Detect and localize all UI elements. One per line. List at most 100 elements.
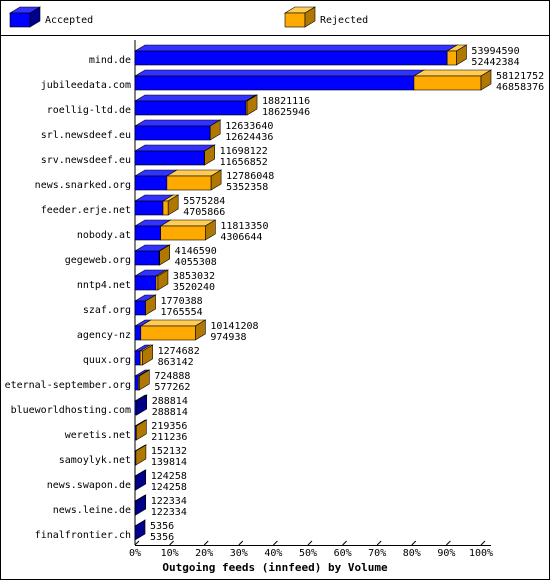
bar-accepted — [134, 125, 211, 141]
legend-label: Rejected — [320, 15, 368, 26]
value-label-accepted: 5352358 — [226, 182, 268, 193]
bar-rejected — [139, 350, 143, 366]
bar-accepted — [134, 275, 157, 291]
bar-accepted — [134, 225, 161, 241]
x-tick — [169, 540, 174, 546]
value-label-offered: 12633640 — [225, 121, 273, 132]
bar-rejected-side — [246, 94, 258, 116]
bar-rejected — [446, 50, 457, 66]
bar-accepted — [134, 200, 164, 216]
bar-accepted-side — [135, 469, 147, 491]
bar-accepted — [134, 75, 415, 91]
bar-rejected — [162, 200, 169, 216]
y-tick-label: blueworldhosting.com — [11, 405, 131, 416]
value-label-accepted: 211236 — [151, 432, 187, 443]
value-label-accepted: 4306644 — [220, 232, 262, 243]
x-tick-label: 30% — [230, 548, 248, 559]
value-label-accepted: 1765554 — [161, 307, 203, 318]
bar-accepted — [134, 325, 142, 341]
bar-rejected-side — [159, 244, 170, 266]
y-tick-label: quux.org — [83, 355, 131, 366]
value-label-offered: 4146590 — [175, 246, 217, 257]
bar-rejected-side — [456, 44, 467, 66]
x-tick — [203, 540, 209, 546]
y-tick-label: srv.newsdeef.eu — [41, 155, 131, 166]
value-label-accepted: 863142 — [158, 357, 194, 368]
value-label-offered: 11813350 — [220, 221, 268, 232]
bar-accepted-top — [133, 44, 459, 52]
value-label-offered: 53994590 — [471, 46, 519, 57]
bar-accepted-side — [134, 519, 146, 541]
value-label-offered: 152132 — [151, 446, 187, 457]
value-label-accepted: 4705866 — [183, 207, 225, 218]
value-label-accepted: 4055308 — [175, 257, 217, 268]
bar-accepted — [134, 350, 141, 366]
bar-accepted — [134, 175, 168, 191]
bar-rejected-side — [167, 194, 179, 216]
y-tick-label: srl.newsdeef.eu — [41, 130, 131, 141]
y-tick-label: gegeweb.org — [65, 255, 131, 266]
value-label-offered: 124258 — [151, 471, 187, 482]
value-label-offered: 5356 — [150, 521, 174, 532]
bar-accepted — [134, 150, 205, 166]
legend-label: Accepted — [45, 15, 93, 26]
y-tick-label: roellig-ltd.de — [47, 105, 131, 116]
bar-rejected-top — [139, 319, 207, 327]
y-tick-label: feeder.erje.net — [41, 205, 131, 216]
bar-rejected — [140, 325, 196, 341]
x-tick — [238, 540, 244, 546]
value-label-accepted: 5356 — [150, 532, 174, 543]
value-label-accepted: 18625946 — [262, 107, 310, 118]
bar-accepted-top — [133, 144, 216, 152]
x-tick-label: 10% — [161, 548, 179, 559]
value-label-offered: 1274682 — [158, 346, 200, 357]
x-tick-label: 0% — [129, 548, 141, 559]
bar-rejected-side — [480, 69, 492, 91]
y-tick-label: news.leine.de — [53, 505, 131, 516]
value-label-offered: 11698122 — [220, 146, 268, 157]
bar-accepted — [134, 375, 139, 391]
bar-rejected-side — [139, 369, 150, 391]
bar-accepted — [134, 100, 247, 116]
legend-swatch-side — [29, 6, 41, 28]
value-label-accepted: 11656852 — [220, 157, 268, 168]
bar-rejected — [166, 175, 212, 191]
x-tick — [376, 540, 382, 546]
value-label-offered: 12786048 — [226, 171, 274, 182]
y-tick-label: news.swapon.de — [47, 480, 131, 491]
bar-accepted-side — [135, 494, 147, 516]
x-tick — [480, 540, 486, 546]
bar-rejected-side — [145, 294, 156, 316]
x-axis-title: Outgoing feeds (innfeed) by Volume — [162, 561, 388, 574]
value-label-offered: 58121752 — [496, 71, 544, 82]
bar-accepted-side — [136, 394, 148, 416]
bar-rejected — [160, 225, 206, 241]
y-tick-label: nobody.at — [77, 230, 131, 241]
value-label-offered: 3853032 — [173, 271, 215, 282]
value-label-accepted: 124258 — [151, 482, 187, 493]
bar-accepted — [134, 300, 146, 316]
value-label-offered: 10141208 — [210, 321, 258, 332]
y-tick-label: news.snarked.org — [35, 180, 131, 191]
value-label-offered: 1770388 — [161, 296, 203, 307]
x-tick — [307, 540, 313, 546]
bar-accepted-top — [133, 94, 257, 102]
x-tick-label: 20% — [195, 548, 213, 559]
x-tick-label: 90% — [437, 548, 455, 559]
y-tick-label: jubileedata.com — [41, 80, 131, 91]
x-tick-label: 100% — [469, 548, 493, 559]
value-label-accepted: 52442384 — [471, 57, 519, 68]
bar-rejected-side — [142, 344, 153, 366]
x-tick — [134, 540, 140, 546]
y-tick-label: agency-nz — [77, 330, 131, 341]
y-tick-label: weretis.net — [65, 430, 131, 441]
value-label-accepted: 288814 — [152, 407, 188, 418]
value-label-offered: 219356 — [151, 421, 187, 432]
y-tick-label: samoylyk.net — [59, 455, 131, 466]
value-label-accepted: 139814 — [151, 457, 187, 468]
legend-swatch-side — [304, 6, 316, 28]
x-tick-label: 70% — [368, 548, 386, 559]
y-tick-label: nntp4.net — [77, 280, 131, 291]
